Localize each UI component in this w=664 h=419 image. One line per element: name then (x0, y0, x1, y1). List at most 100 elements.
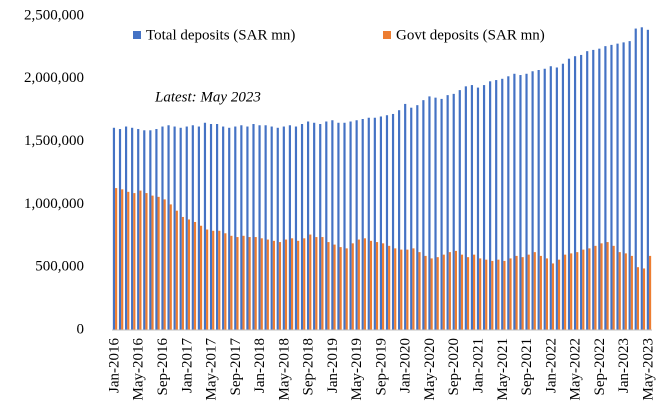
bar (234, 126, 237, 330)
bar (388, 245, 391, 330)
bar (588, 248, 591, 330)
bar (209, 124, 213, 331)
bar (270, 126, 273, 330)
bar (557, 259, 561, 330)
bar (284, 239, 288, 330)
bar (115, 188, 118, 330)
bar (543, 68, 546, 330)
x-tick-label: May-2020 (422, 338, 438, 401)
x-tick-label: Jan-2021 (471, 338, 487, 393)
x-tick-label: Sep-2022 (592, 338, 608, 396)
bar (391, 113, 395, 330)
bar (622, 42, 625, 330)
bar (264, 125, 267, 330)
bar (418, 252, 421, 330)
bar (215, 124, 219, 331)
bar (199, 225, 203, 330)
bar (248, 237, 251, 330)
bar (440, 98, 443, 331)
bar (531, 71, 534, 330)
bar (564, 254, 567, 330)
bar (294, 126, 298, 330)
bar (367, 117, 370, 331)
bar (491, 260, 494, 330)
bar (252, 124, 255, 331)
bar (307, 121, 310, 330)
y-tick-label: 2,500,000 (24, 7, 84, 23)
x-tick-label: May-2022 (568, 338, 584, 401)
x-tick-label: May-2021 (495, 338, 511, 401)
bar (254, 237, 257, 330)
bar (333, 244, 336, 330)
bar (242, 235, 245, 330)
bar (266, 239, 269, 330)
bar (149, 130, 152, 330)
bar (555, 67, 558, 330)
bar (385, 115, 389, 330)
bar (648, 255, 652, 330)
bar (327, 242, 330, 330)
bar (485, 259, 488, 330)
bar (551, 263, 555, 330)
bar (137, 129, 140, 330)
bar (464, 86, 467, 330)
bar (143, 130, 146, 330)
bar (319, 124, 322, 331)
bar (567, 58, 571, 330)
bar (582, 249, 585, 330)
bar (382, 243, 385, 330)
legend-swatch (133, 31, 141, 39)
bar (191, 125, 194, 330)
bar (349, 121, 352, 330)
bar (537, 70, 540, 331)
bar (436, 257, 439, 330)
bar (503, 260, 506, 330)
y-tick-label: 500,000 (35, 259, 84, 275)
x-tick-label: Sep-2017 (228, 338, 244, 396)
y-tick-label: 1,500,000 (24, 133, 84, 149)
x-tick-label: Jan-2016 (106, 338, 122, 393)
bar (525, 73, 528, 330)
bar (394, 248, 397, 330)
bar (167, 125, 170, 330)
y-tick-label: 0 (77, 321, 85, 337)
bar (345, 248, 348, 330)
bar (224, 233, 227, 330)
bar (246, 126, 249, 330)
bar (236, 237, 239, 330)
bar (139, 190, 142, 330)
bar (175, 210, 178, 330)
x-tick-label: Sep-2016 (155, 338, 171, 396)
bar (446, 95, 449, 331)
bar (549, 66, 552, 331)
bar (379, 116, 382, 330)
bar (282, 126, 285, 330)
x-tick-label: Sep-2019 (373, 338, 389, 396)
bar (454, 250, 457, 330)
bar (519, 75, 522, 330)
bar (351, 243, 354, 330)
bar (331, 120, 334, 330)
annotation: Latest: May 2023 (154, 89, 261, 105)
bar (636, 267, 640, 330)
x-tick-label: Sep-2021 (519, 338, 535, 396)
x-tick-label: Jan-2019 (325, 338, 341, 393)
bar (173, 126, 176, 330)
x-tick-label: May-2016 (131, 338, 147, 401)
bar (434, 97, 437, 330)
bar (363, 238, 366, 330)
legend-label: Govt deposits (SAR mn) (396, 27, 545, 43)
bar (118, 129, 122, 330)
bar (576, 252, 579, 330)
bar (509, 258, 512, 330)
bar (428, 96, 431, 330)
y-tick-label: 1,000,000 (24, 196, 84, 212)
bar (321, 237, 324, 330)
bar (507, 76, 510, 331)
bar (424, 255, 427, 330)
bar (369, 240, 373, 330)
bar (515, 255, 518, 330)
x-tick-label: May-2017 (204, 338, 220, 401)
bar (458, 90, 461, 330)
bar (404, 103, 407, 330)
